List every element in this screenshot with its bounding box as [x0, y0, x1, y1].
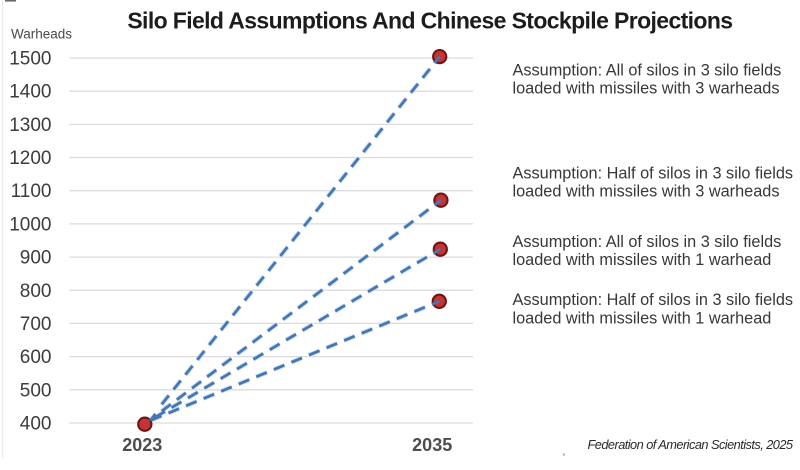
svg-text:1200: 1200	[9, 148, 51, 169]
svg-text:600: 600	[20, 347, 52, 368]
svg-text:1400: 1400	[9, 82, 51, 103]
svg-text:800: 800	[20, 281, 52, 302]
svg-text:1000: 1000	[9, 214, 51, 235]
svg-text:loaded with missiles with 1 wa: loaded with missiles with 1 warhead	[513, 309, 772, 327]
svg-text:Warheads: Warheads	[11, 27, 72, 42]
svg-text:1300: 1300	[9, 115, 51, 136]
svg-text:2023: 2023	[122, 435, 162, 455]
svg-text:2035: 2035	[412, 435, 452, 455]
svg-text:Assumption: All of silos in 3: Assumption: All of silos in 3 silo field…	[513, 61, 782, 79]
svg-text:700: 700	[20, 314, 52, 335]
svg-text:Assumption: Half of silos in 3: Assumption: Half of silos in 3 silo fiel…	[513, 291, 794, 309]
svg-text:400: 400	[20, 414, 52, 435]
svg-text:Federation of American Scienti: Federation of American Scientists, 2025	[588, 437, 794, 452]
svg-text:1100: 1100	[11, 181, 52, 202]
svg-text:Assumption: Half of silos in 3: Assumption: Half of silos in 3 silo fiel…	[513, 164, 794, 182]
svg-text:Assumption: All of silos in 3: Assumption: All of silos in 3 silo field…	[513, 233, 782, 251]
svg-text:loaded with missiles with 3 wa: loaded with missiles with 3 warheads	[513, 80, 780, 98]
svg-text:500: 500	[20, 380, 52, 401]
svg-text:loaded with missiles with 3 wa: loaded with missiles with 3 warheads	[513, 183, 780, 201]
svg-text:Silo Field Assumptions And Chi: Silo Field Assumptions And Chinese Stock…	[127, 8, 732, 34]
svg-text:900: 900	[20, 248, 52, 269]
svg-text:1500: 1500	[9, 49, 51, 70]
svg-text:loaded with missiles with 1 wa: loaded with missiles with 1 warhead	[513, 251, 772, 269]
